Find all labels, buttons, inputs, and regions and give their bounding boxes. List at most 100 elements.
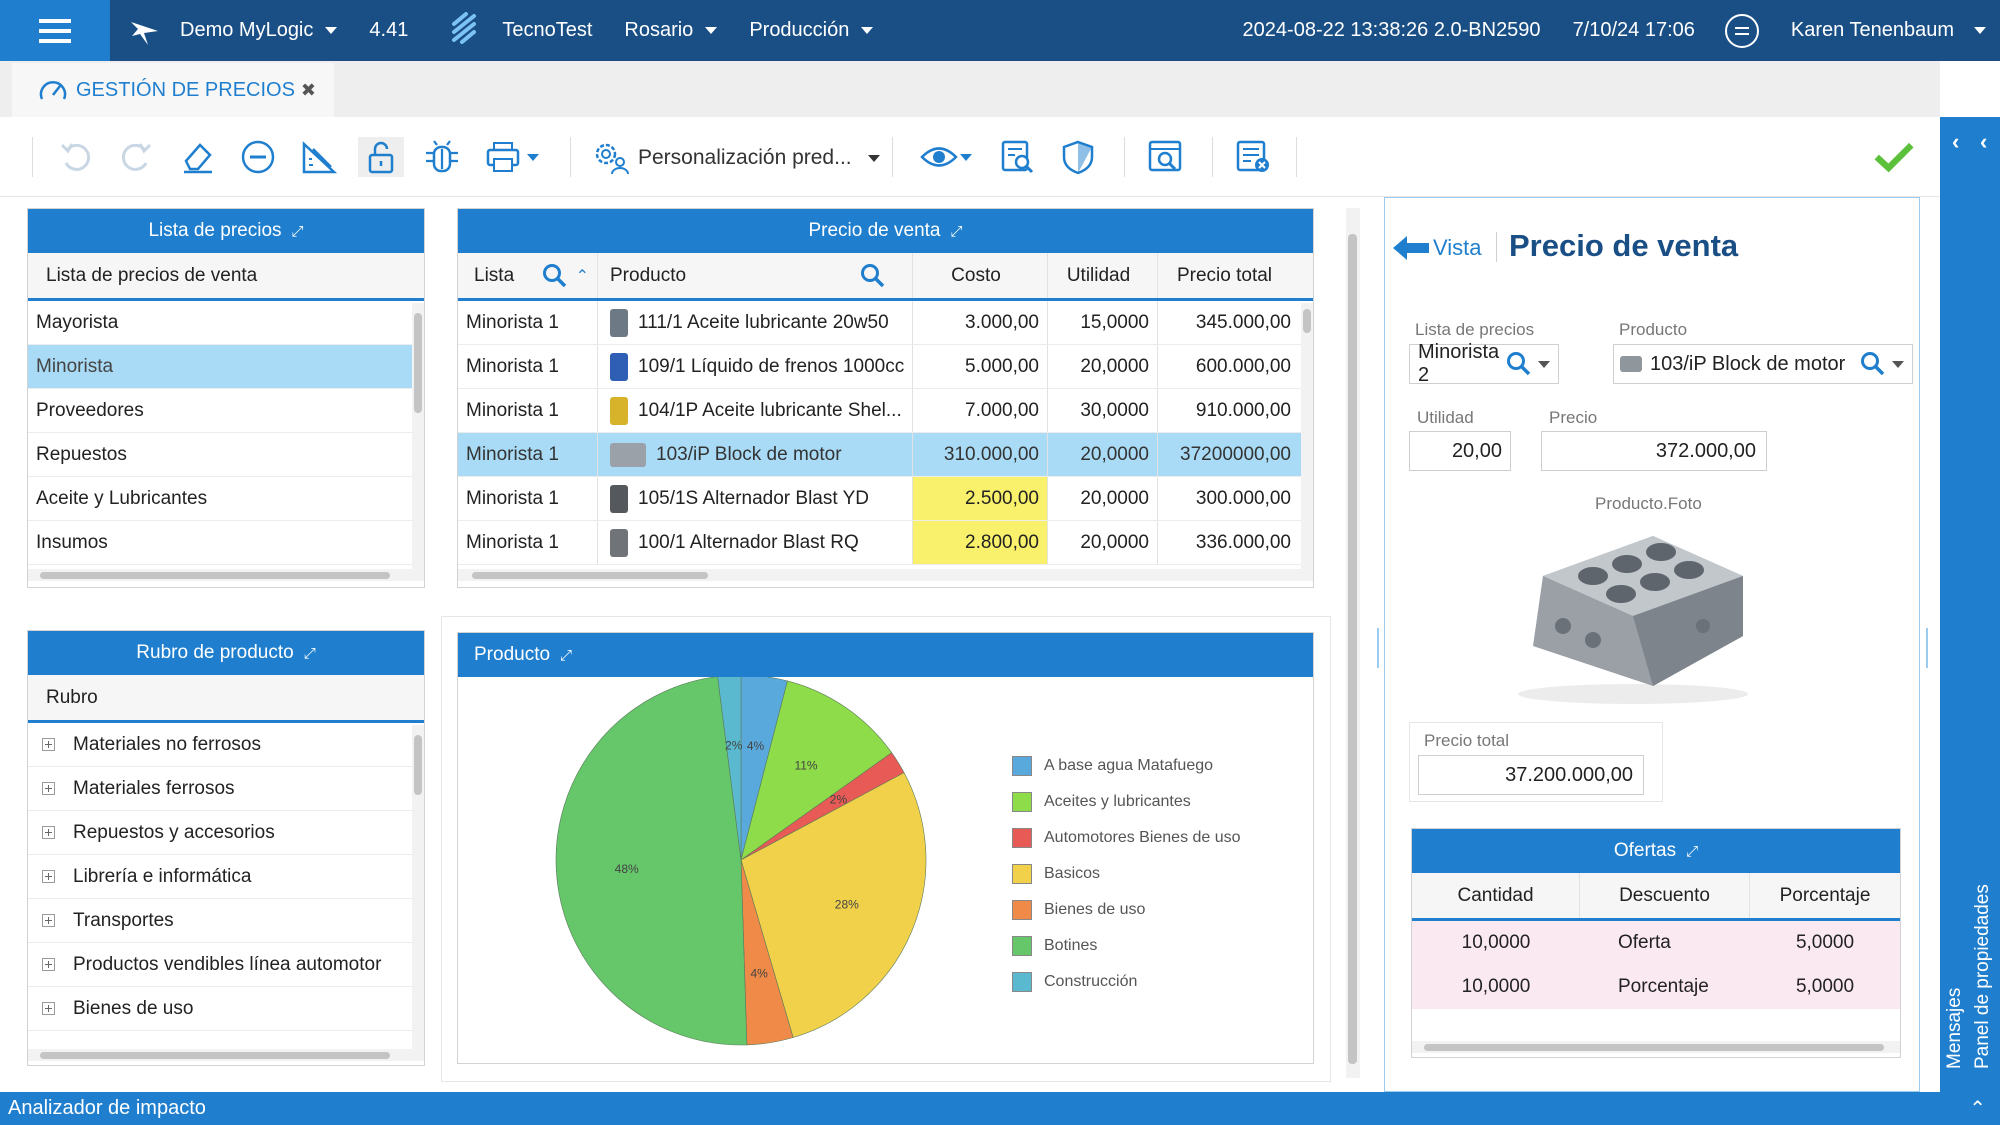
collapse-left-icon[interactable]: ‹ [1952, 129, 1960, 154]
expand-plus-icon[interactable] [42, 826, 55, 839]
legend-item[interactable]: Aceites y lubricantes [1012, 784, 1241, 820]
back-link[interactable]: Vista [1391, 234, 1482, 262]
user-menu[interactable]: Karen Tenenbaum [1791, 19, 1986, 42]
splitter-left[interactable] [1377, 628, 1379, 668]
expand-plus-icon[interactable] [42, 958, 55, 971]
column-header[interactable]: Rubro [28, 675, 424, 723]
tab-gestion-precios[interactable]: GESTIÓN DE PRECIOS ✖ [12, 63, 334, 117]
chevron-down-icon[interactable] [1892, 360, 1904, 368]
pie-slice[interactable] [717, 677, 742, 861]
horizontal-scrollbar[interactable] [28, 1049, 424, 1061]
tree-item[interactable]: Materiales no ferrosos [28, 723, 412, 767]
column-header-cantidad[interactable]: Cantidad [1412, 873, 1580, 918]
precio-input[interactable]: 372.000,00 [1541, 431, 1767, 471]
redo-button[interactable] [116, 137, 156, 177]
column-header-utilidad[interactable]: Utilidad [1048, 253, 1158, 298]
legend-item[interactable]: Bienes de uso [1012, 892, 1241, 928]
horizontal-scrollbar[interactable] [458, 569, 1313, 581]
expand-icon[interactable]: ⤢ [303, 644, 316, 662]
remove-button[interactable] [238, 137, 278, 177]
producto-select[interactable]: 103/iP Block de motor [1613, 344, 1913, 384]
tree-item[interactable]: Librería e informática [28, 855, 412, 899]
design-button[interactable] [300, 137, 340, 177]
view-button[interactable] [916, 137, 976, 177]
search-icon[interactable] [542, 263, 568, 289]
expand-plus-icon[interactable] [42, 782, 55, 795]
expand-plus-icon[interactable] [42, 870, 55, 883]
legend-item[interactable]: A base agua Matafuego [1012, 748, 1241, 784]
list-item[interactable]: Proveedores [28, 389, 412, 433]
legend-item[interactable]: Basicos [1012, 856, 1241, 892]
expand-plus-icon[interactable] [42, 738, 55, 751]
undo-button[interactable] [56, 137, 96, 177]
erase-button[interactable] [178, 137, 218, 177]
pie-slice[interactable] [740, 680, 893, 861]
tree-item[interactable]: Transportes [28, 899, 412, 943]
search-icon[interactable] [1860, 351, 1886, 377]
utilidad-input[interactable]: 20,00 [1409, 431, 1511, 471]
expand-icon[interactable]: ⤢ [1686, 842, 1699, 860]
table-row[interactable]: Minorista 1 105/1S Alternador Blast YD 2.5… [458, 477, 1303, 521]
environment-selector[interactable]: Producción [749, 19, 874, 42]
legend-item[interactable]: Construcción [1012, 964, 1241, 1000]
tree-item[interactable]: Productos vendibles línea automotor [28, 943, 412, 987]
table-row[interactable]: Minorista 1 103/iP Block de motor 310.000,… [458, 433, 1303, 477]
legend-item[interactable]: Automotores Bienes de uso [1012, 820, 1241, 856]
pie-slice[interactable] [740, 772, 927, 1038]
search-icon[interactable] [860, 263, 886, 289]
total-input[interactable]: 37.200.000,00 [1418, 755, 1644, 795]
chevron-up-icon[interactable]: ⌃ [1969, 1098, 1986, 1120]
list-item[interactable]: Repuestos [28, 433, 412, 477]
content-scrollbar[interactable] [1346, 208, 1360, 1078]
properties-tab[interactable]: Panel de propiedades [1972, 884, 1993, 1069]
expand-icon[interactable]: ⤢ [291, 222, 304, 240]
debug-button[interactable] [422, 137, 462, 177]
inspect-button[interactable] [1146, 137, 1186, 177]
column-header[interactable]: Lista de precios de venta [28, 253, 424, 301]
tree-item[interactable]: Repuestos y accesorios [28, 811, 412, 855]
app-selector[interactable]: Demo MyLogic [180, 19, 338, 42]
expand-plus-icon[interactable] [42, 1002, 55, 1015]
search-document-button[interactable] [998, 137, 1038, 177]
clear-list-button[interactable] [1234, 137, 1274, 177]
list-item[interactable]: Insumos [28, 521, 412, 565]
expand-plus-icon[interactable] [42, 914, 55, 927]
vertical-scrollbar[interactable] [1301, 303, 1313, 575]
expand-icon[interactable]: ⤢ [950, 222, 963, 240]
pie-slice[interactable] [555, 677, 748, 1046]
column-header-lista[interactable]: Lista ⌃ [458, 253, 598, 298]
vertical-scrollbar[interactable] [412, 725, 424, 1055]
table-row[interactable]: 10,0000 Oferta 5,0000 [1412, 921, 1900, 965]
menu-button[interactable] [0, 0, 110, 61]
table-row[interactable]: Minorista 1 100/1 Alternador Blast RQ 2.80… [458, 521, 1303, 565]
confirm-button[interactable] [1874, 137, 1914, 177]
impact-analyzer-label[interactable]: Analizador de impacto [8, 1097, 206, 1119]
chevron-down-icon[interactable] [1538, 360, 1550, 368]
personalization-selector[interactable]: Personalización pred... [592, 139, 880, 177]
expand-icon[interactable]: ⤢ [560, 646, 573, 664]
legend-item[interactable]: Botines [1012, 928, 1241, 964]
table-row[interactable]: Minorista 1 111/1 Aceite lubricante 20w50… [458, 301, 1303, 345]
column-header-costo[interactable]: Costo [913, 253, 1048, 298]
chat-icon[interactable] [1724, 13, 1759, 48]
table-row[interactable]: Minorista 1 109/1 Líquido de frenos 1000c… [458, 345, 1303, 389]
print-button[interactable] [482, 137, 542, 177]
search-icon[interactable] [1506, 351, 1532, 377]
vertical-scrollbar[interactable] [412, 303, 424, 575]
unlock-button[interactable] [358, 137, 404, 177]
splitter-right[interactable] [1926, 628, 1928, 668]
horizontal-scrollbar[interactable] [28, 569, 424, 581]
horizontal-scrollbar[interactable] [1412, 1041, 1900, 1053]
list-item[interactable]: Aceite y Lubricantes [28, 477, 412, 521]
table-row[interactable]: 10,0000 Porcentaje 5,0000 [1412, 965, 1900, 1009]
lista-select[interactable]: Minorista 2 [1409, 341, 1559, 386]
collapse-right-icon[interactable]: ‹ [1980, 129, 1988, 154]
close-icon[interactable]: ✖ [300, 80, 316, 100]
column-header-descuento[interactable]: Descuento [1580, 873, 1750, 918]
branch-selector[interactable]: Rosario [624, 19, 718, 42]
table-row[interactable]: Minorista 1 104/1P Aceite lubricante Shel… [458, 389, 1303, 433]
sort-asc-icon[interactable]: ⌃ [575, 267, 589, 285]
column-header-porcentaje[interactable]: Porcentaje [1779, 884, 1871, 906]
column-header-total[interactable]: Precio total [1176, 264, 1273, 286]
list-item[interactable]: Minorista [28, 345, 412, 389]
